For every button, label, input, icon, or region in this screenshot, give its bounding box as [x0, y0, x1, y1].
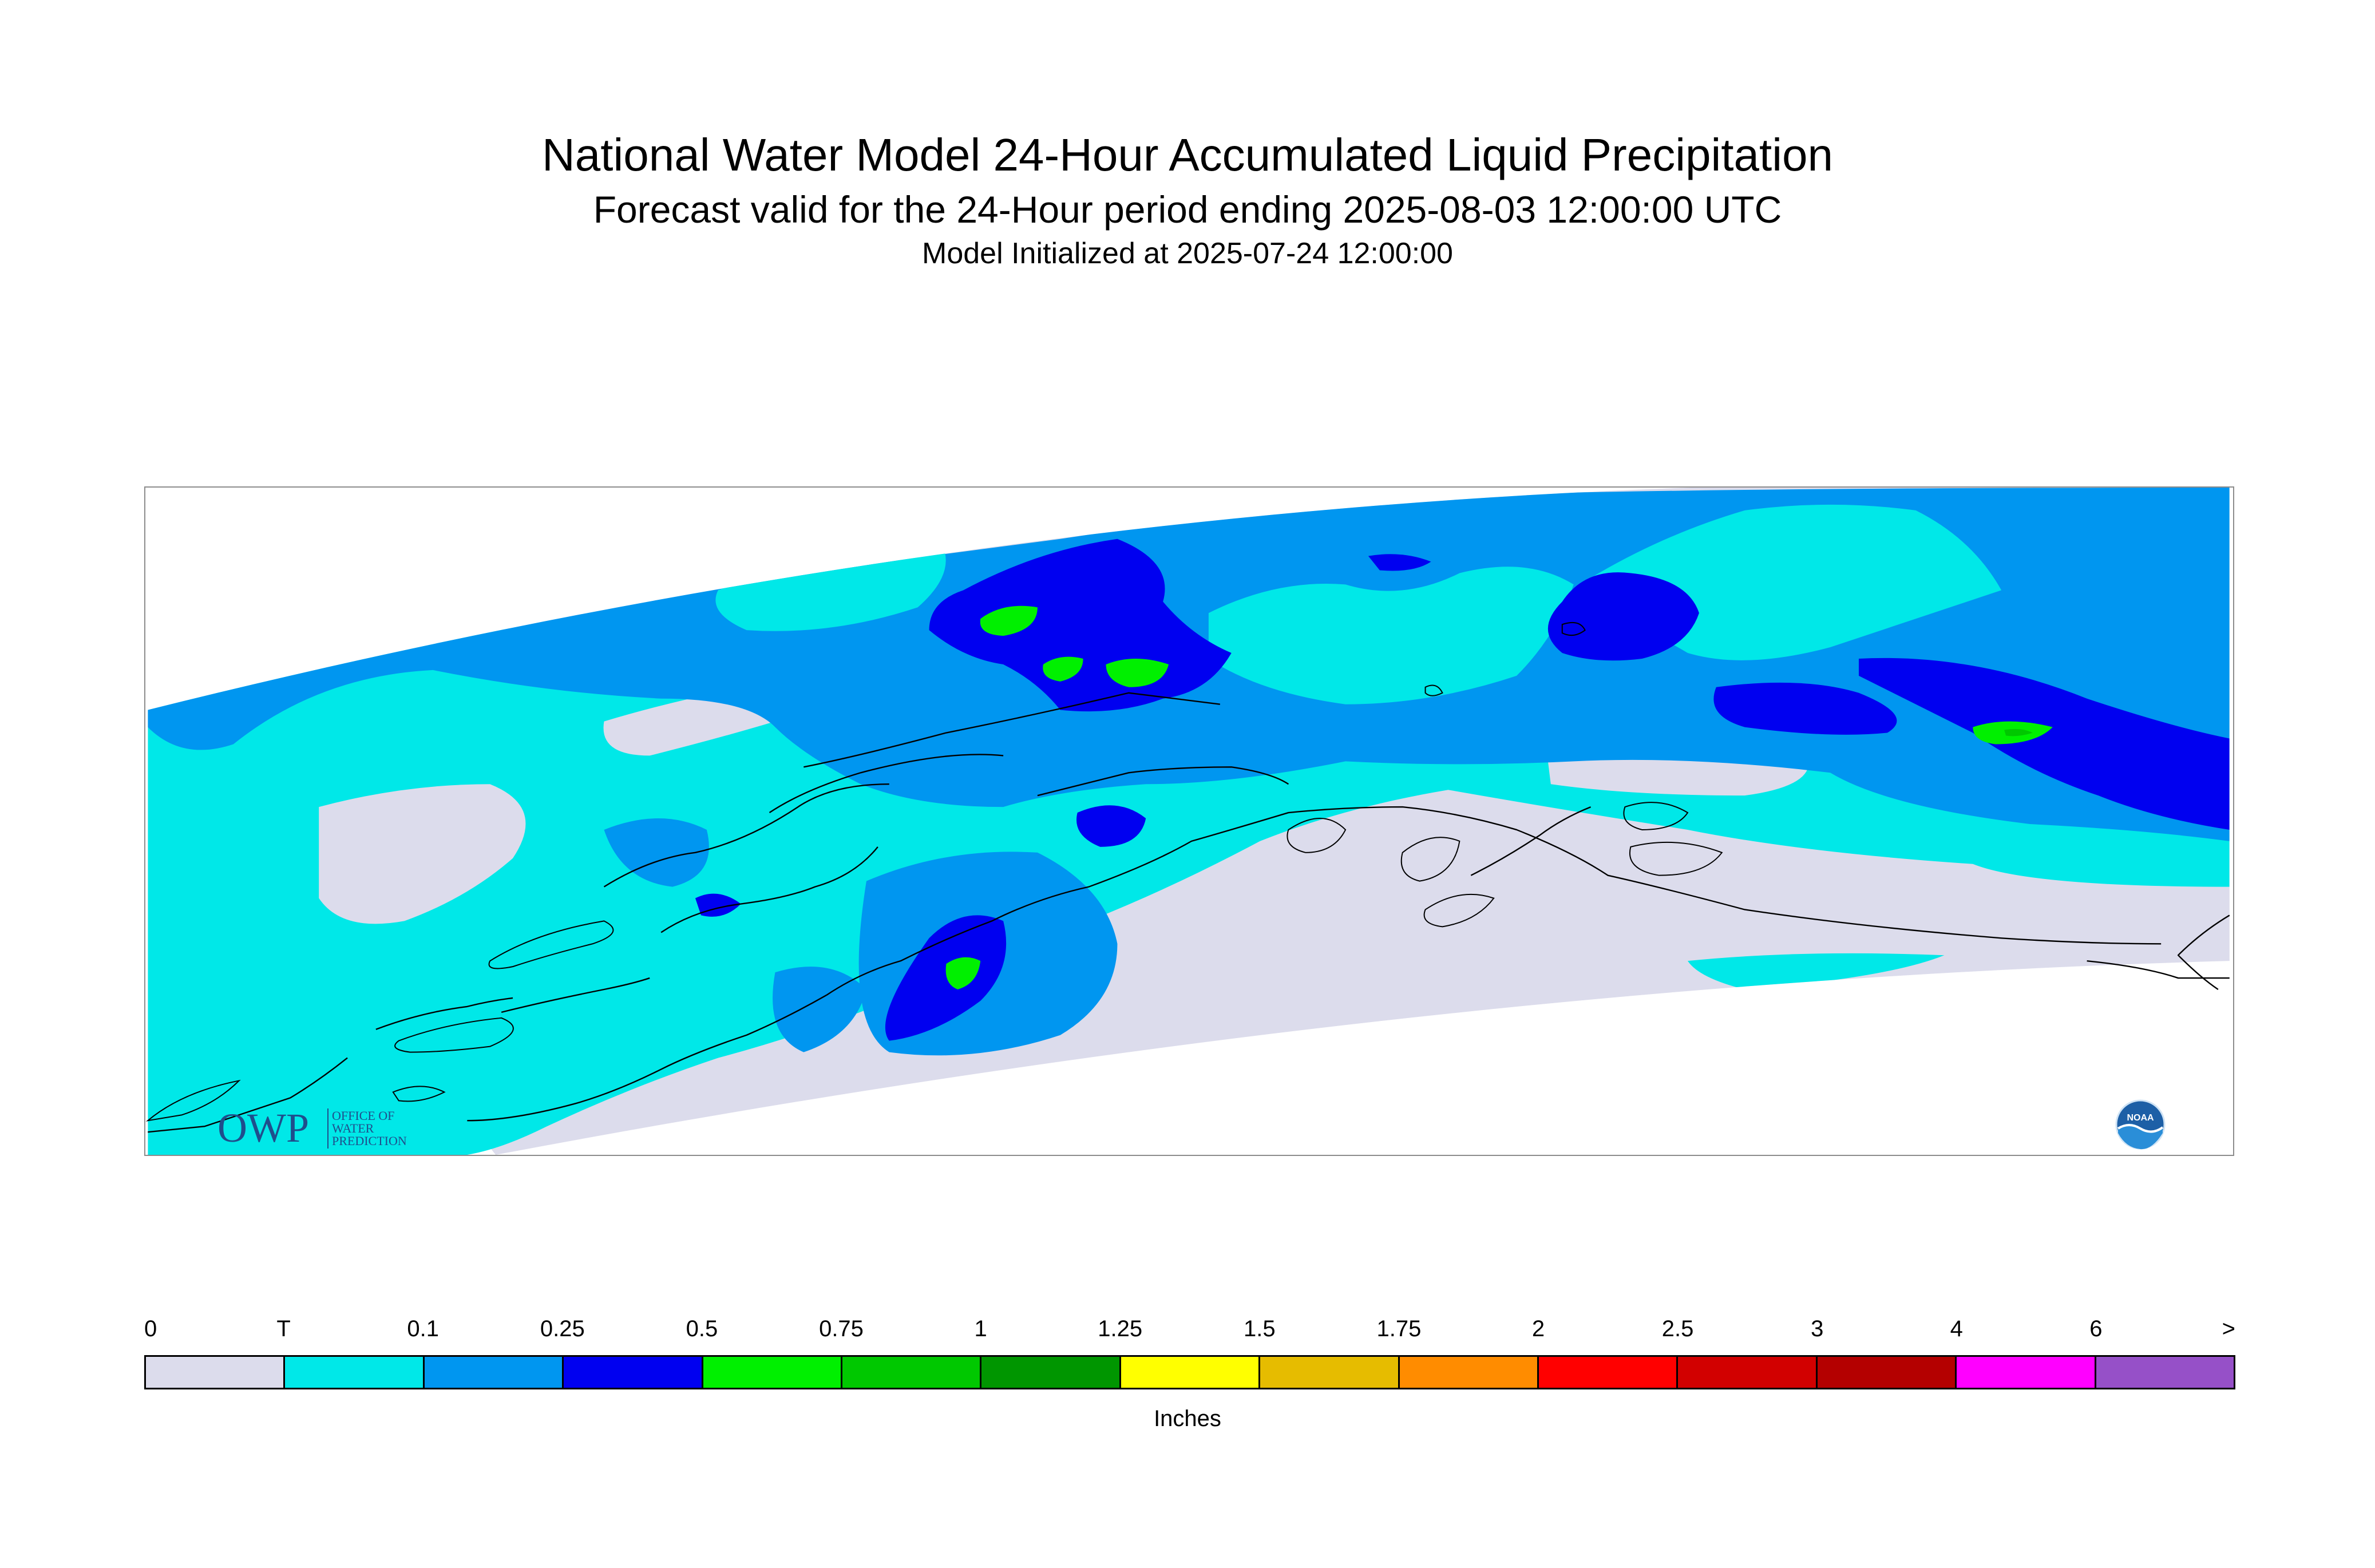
precip-0.5-region — [1106, 658, 1169, 687]
precip-0.25-region — [1858, 658, 2230, 830]
legend-tick-label: 1.25 — [1098, 1316, 1143, 1341]
coastline — [1037, 766, 1289, 797]
island — [394, 1017, 514, 1053]
precip-0.5-region — [2004, 728, 2033, 737]
legend-swatch — [1678, 1357, 1818, 1388]
island — [1424, 684, 1443, 696]
islands — [145, 621, 1723, 1122]
legend-tick-label: 6 — [2089, 1316, 2103, 1341]
island — [1623, 802, 1689, 830]
legend-tick-label: 2 — [1531, 1316, 1545, 1341]
island — [1287, 818, 1347, 853]
precip-trace-region — [1688, 953, 1945, 989]
dry-region — [319, 784, 526, 924]
coastline — [375, 997, 513, 1030]
coastline — [603, 783, 889, 888]
island — [1561, 621, 1586, 636]
map-subtitle: Forecast valid for the 24-Hour period en… — [593, 188, 1782, 231]
coastline — [501, 977, 650, 1013]
precipitation-map — [144, 486, 2234, 1156]
legend-swatch — [1399, 1357, 1539, 1388]
owp-line3: PREDICTION — [332, 1134, 407, 1148]
precip-0.25-region — [1547, 572, 1699, 661]
owp-main-text: OWP — [217, 1105, 309, 1151]
precip-0.25-region — [885, 915, 1007, 1041]
init-time: Model Initialized at 2025-07-24 12:00:00 — [922, 237, 1453, 270]
legend-swatch — [1260, 1357, 1400, 1388]
legend-tick-label: 0.25 — [540, 1316, 585, 1341]
legend-swatch — [146, 1357, 286, 1388]
legend-tick-label: > — [2222, 1316, 2235, 1341]
precip-0.1-region — [773, 967, 866, 1052]
map-canvas — [145, 488, 2230, 1155]
legend-swatch — [1121, 1357, 1261, 1388]
precip-trace-region — [1208, 567, 1574, 704]
legend-swatch — [2096, 1357, 2234, 1388]
legend-tick-label: 1.75 — [1376, 1316, 1422, 1341]
legend-swatch — [1817, 1357, 1957, 1388]
coastline — [769, 754, 1004, 814]
island — [1629, 841, 1723, 876]
precip-0.5-region — [945, 957, 981, 989]
precip-0.5-region — [1043, 656, 1083, 682]
legend-tick-label: 2.5 — [1661, 1316, 1694, 1341]
owp-line1: OFFICE OF — [332, 1108, 394, 1123]
island — [392, 1086, 446, 1102]
legend-swatch — [981, 1357, 1121, 1388]
island — [1423, 893, 1495, 928]
legend-swatch — [564, 1357, 703, 1388]
legend-tick-label: 1 — [974, 1316, 987, 1341]
legend-units: Inches — [1154, 1406, 1221, 1431]
color-bar — [144, 1355, 2235, 1389]
legend: 0 T 0.1 0.25 0.5 0.75 1 1.25 1.5 1.75 2 2.5 3 4 6 > — [144, 1316, 2235, 1419]
map-title: National Water Model 24-Hour Accumulated… — [542, 129, 1833, 180]
legend-tick-label: 4 — [1950, 1316, 1963, 1341]
coastline — [467, 994, 827, 1122]
legend-tick-label: 0.5 — [686, 1316, 718, 1341]
noaa-text: NOAA — [2127, 1113, 2154, 1123]
coastline — [2177, 914, 2230, 990]
island — [488, 920, 614, 969]
coastline — [1470, 806, 1592, 876]
legend-swatch — [703, 1357, 843, 1388]
legend-tick-label: 1.5 — [1243, 1316, 1276, 1341]
legend-tick-label: 0.1 — [407, 1316, 439, 1341]
owp-logo: OWP OFFICE OF WATER PREDICTION — [217, 1102, 572, 1153]
noaa-logo: NOAA — [2115, 1099, 2166, 1150]
legend-tick-label: 0.75 — [819, 1316, 864, 1341]
precip-0.25-region — [1713, 682, 1897, 735]
precip-0.25-region — [1368, 554, 1431, 571]
coastline — [826, 806, 2162, 996]
precip-0.1-region — [604, 818, 709, 887]
coastline — [803, 692, 1220, 768]
island — [1400, 837, 1460, 882]
legend-swatch — [842, 1357, 982, 1388]
coastlines — [148, 692, 2230, 1133]
legend-swatch — [1957, 1357, 2096, 1388]
legend-swatch — [1539, 1357, 1679, 1388]
precip-0.25-region — [1076, 805, 1146, 847]
island — [145, 1079, 241, 1122]
legend-tick-label: T — [276, 1316, 291, 1341]
coastline — [2087, 960, 2230, 979]
owp-line2: WATER — [332, 1121, 374, 1135]
legend-swatch — [424, 1357, 564, 1388]
legend-tick-label: 3 — [1811, 1316, 1824, 1341]
coastline — [148, 1057, 348, 1133]
legend-swatch — [285, 1357, 425, 1388]
precip-0.5-region — [980, 605, 1038, 636]
legend-tick-label: 0 — [144, 1316, 157, 1341]
coastline — [660, 846, 878, 933]
